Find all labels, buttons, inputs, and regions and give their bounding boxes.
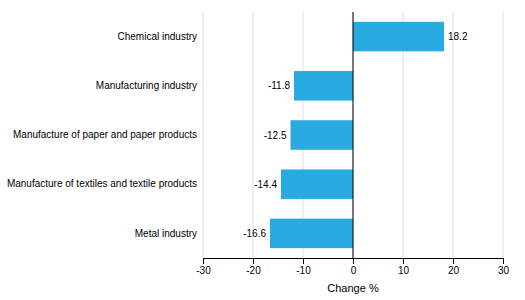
- y-tick: Manufacture of textiles and textile prod…: [7, 178, 197, 189]
- x-tick-label: -20: [246, 265, 261, 276]
- y-tick-label: Manufacture of paper and paper products: [13, 129, 197, 140]
- y-tick: Manufacture of paper and paper products: [13, 129, 197, 140]
- x-tick-label: 10: [398, 265, 410, 276]
- bars: [270, 22, 444, 248]
- bar: [294, 71, 353, 101]
- x-tick: 20: [448, 258, 460, 276]
- y-tick-label: Manufacture of textiles and textile prod…: [7, 178, 197, 189]
- x-tick-mark: [453, 258, 454, 264]
- chart: -30 -20 -10 0 10 20 30 Metal industry Manufactur…: [0, 0, 525, 300]
- x-tick-mark: [403, 258, 404, 264]
- data-label: -12.5: [264, 130, 287, 141]
- bar: [353, 22, 444, 52]
- bar: [270, 219, 353, 249]
- grid-line: [453, 12, 454, 258]
- x-tick-mark: [253, 258, 254, 264]
- grid: [203, 12, 503, 258]
- grid-line: [253, 12, 254, 258]
- x-tick-label: 0: [351, 265, 357, 276]
- zero-line: [353, 12, 354, 258]
- bar: [291, 120, 354, 150]
- x-axis-title: Change %: [327, 282, 379, 294]
- data-labels: -16.6 -14.4 -12.5 -11.8 18.2: [243, 31, 468, 239]
- data-label: 18.2: [448, 31, 468, 42]
- x-tick: -30: [196, 258, 211, 276]
- y-tick-label: Chemical industry: [118, 31, 197, 42]
- x-tick-mark: [203, 258, 204, 264]
- x-tick: 0: [351, 258, 357, 276]
- x-tick-mark: [503, 258, 504, 264]
- y-tick-label: Metal industry: [135, 228, 197, 239]
- x-axis-line: [204, 259, 504, 265]
- x-tick-mark: [303, 258, 304, 264]
- x-tick-mark: [353, 258, 354, 264]
- grid-line: [353, 12, 354, 258]
- x-tick-label: -10: [296, 265, 311, 276]
- y-axis: Metal industry Manufacture of textiles an…: [7, 31, 197, 239]
- bar: [281, 169, 353, 199]
- data-label: -14.4: [254, 179, 277, 190]
- data-label: -11.8: [268, 80, 290, 91]
- x-tick: -20: [246, 258, 261, 276]
- y-tick-label: Manufacturing industry: [96, 80, 197, 91]
- grid-line: [203, 12, 204, 258]
- y-tick: Metal industry: [135, 228, 197, 239]
- x-tick: 30: [498, 258, 510, 276]
- x-tick-label: -30: [196, 265, 211, 276]
- grid-line: [503, 12, 504, 258]
- x-tick-label: 20: [448, 265, 460, 276]
- x-tick-label: 30: [498, 265, 510, 276]
- y-tick: Manufacturing industry: [96, 80, 197, 91]
- x-axis: -30 -20 -10 0 10 20 30: [196, 258, 509, 276]
- y-tick: Chemical industry: [118, 31, 197, 42]
- data-label: -16.6: [243, 228, 266, 239]
- plot: -30 -20 -10 0 10 20 30 Metal industry Manufactur…: [7, 12, 510, 294]
- x-tick: -10: [296, 258, 311, 276]
- x-tick: 10: [398, 258, 410, 276]
